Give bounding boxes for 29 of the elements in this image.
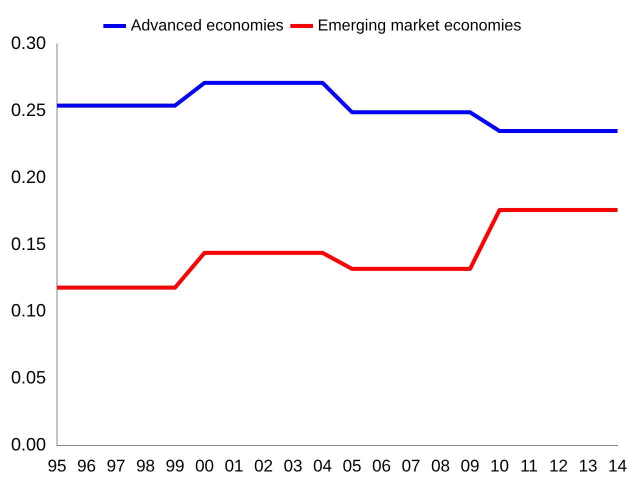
x-tick-label: 07 (402, 456, 420, 476)
x-tick-label: 95 (48, 456, 66, 476)
y-tick-label: 0.20 (10, 166, 46, 187)
y-tick-label: 0.30 (10, 32, 46, 53)
x-tick-label: 14 (608, 456, 628, 476)
x-tick-label: 11 (520, 456, 538, 476)
x-tick-label: 05 (342, 456, 362, 476)
y-tick-label: 0.00 (10, 434, 46, 455)
x-tick-label: 01 (224, 456, 244, 476)
x-tick-label: 06 (372, 456, 391, 476)
x-tick-label: 03 (284, 456, 302, 476)
legend-label: Advanced economies (130, 17, 284, 34)
x-tick-label: 98 (136, 456, 155, 476)
x-tick-label: 12 (549, 456, 568, 476)
y-tick-label: 0.10 (10, 300, 46, 321)
x-tick-label: 00 (195, 456, 214, 476)
y-tick-label: 0.05 (10, 368, 46, 388)
x-tick-label: 08 (431, 456, 450, 476)
x-tick-label: 04 (313, 456, 332, 476)
x-tick-label: 13 (578, 456, 598, 476)
x-tick-label: 10 (490, 456, 510, 476)
x-tick-label: 96 (77, 456, 96, 476)
x-tick-label: 02 (254, 456, 273, 476)
y-tick-label: 0.25 (10, 100, 46, 120)
x-tick-label: 09 (460, 456, 480, 476)
y-tick-label: 0.15 (10, 234, 46, 254)
legend-label: Emerging market economies (318, 17, 522, 34)
x-tick-label: 97 (106, 456, 126, 476)
x-tick-label: 99 (166, 456, 184, 476)
